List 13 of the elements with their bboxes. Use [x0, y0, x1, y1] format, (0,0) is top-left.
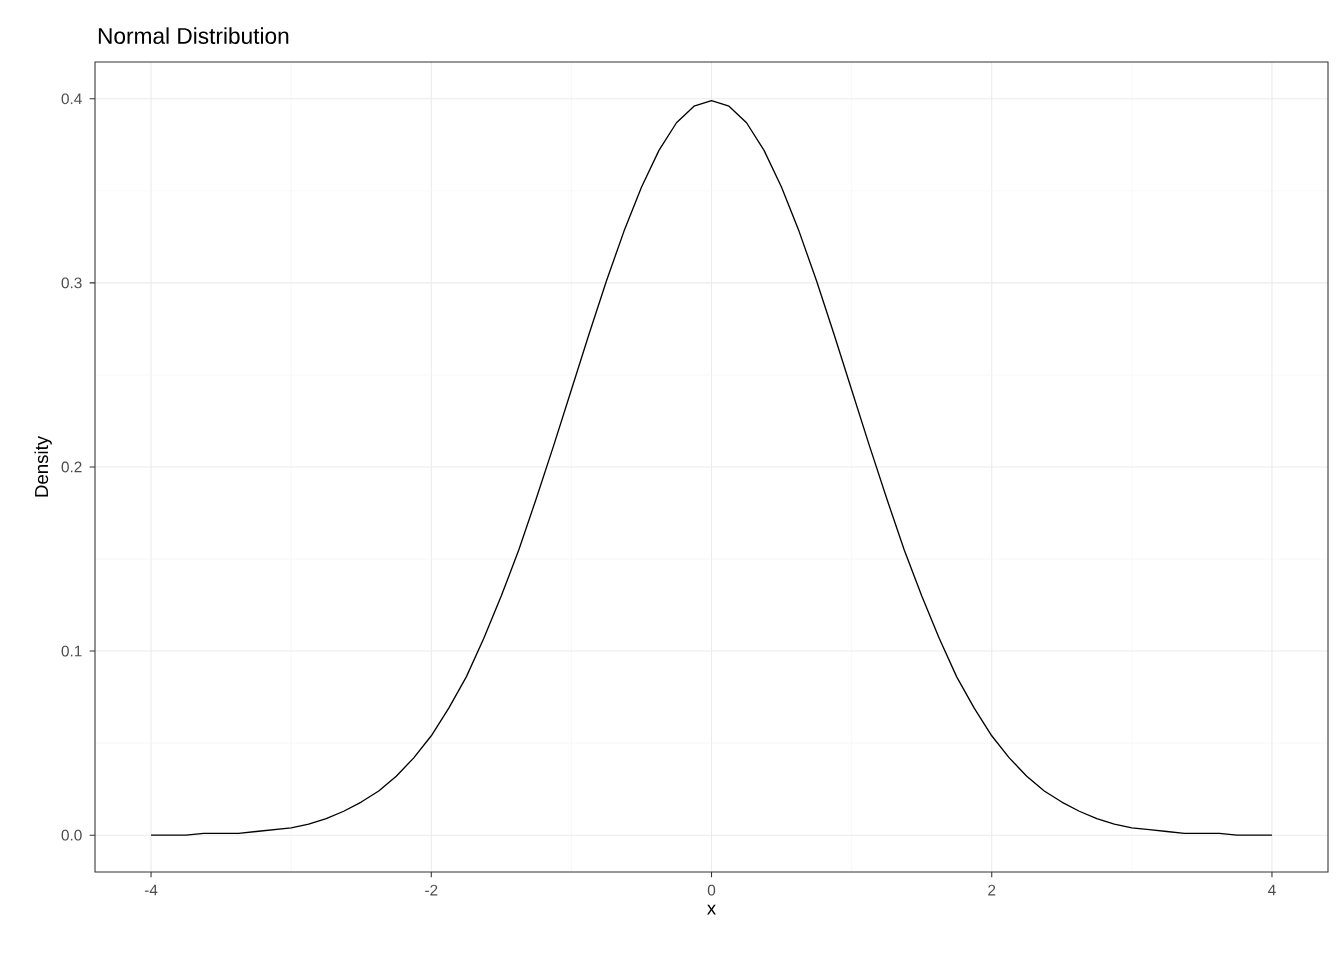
x-tick-label: -4	[144, 884, 158, 896]
x-tick-label: -2	[425, 884, 438, 896]
y-tick-label: 0.0	[61, 829, 82, 841]
y-tick-label: 0.3	[61, 277, 82, 289]
y-axis-title: Density	[34, 435, 52, 497]
y-tick-label: 0.1	[61, 645, 82, 657]
x-tick-label: 4	[1268, 884, 1276, 896]
y-tick-label: 0.2	[61, 461, 82, 473]
x-tick-label: 2	[988, 884, 996, 896]
chart-title: Normal Distribution	[98, 27, 289, 44]
y-tick-label: 0.4	[61, 93, 82, 105]
x-axis-title: x	[707, 904, 716, 915]
x-tick-label: 0	[707, 884, 716, 896]
